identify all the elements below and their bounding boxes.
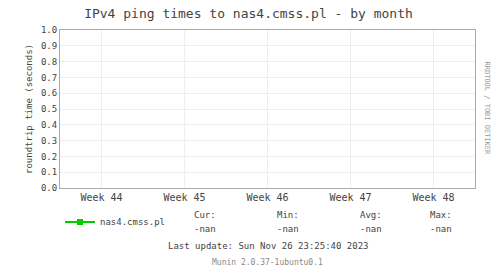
svg-text:Avg:: Avg: <box>360 210 382 220</box>
svg-text:-nan: -nan <box>360 224 382 234</box>
svg-text:nas4.cmss.pl: nas4.cmss.pl <box>100 217 165 227</box>
svg-text:0.8: 0.8 <box>41 57 57 67</box>
svg-text:0.7: 0.7 <box>41 73 57 83</box>
svg-text:0.3: 0.3 <box>41 136 57 146</box>
svg-text:0.0: 0.0 <box>41 183 57 193</box>
svg-text:0.6: 0.6 <box>41 88 57 98</box>
svg-text:roundtrip time (seconds): roundtrip time (seconds) <box>24 44 34 174</box>
svg-text:RRDTOOL / TOBI OETIKER: RRDTOOL / TOBI OETIKER <box>483 62 491 156</box>
svg-text:0.9: 0.9 <box>41 41 57 51</box>
svg-text:Max:: Max: <box>430 210 452 220</box>
svg-text:Last update: Sun Nov 26 23:25:: Last update: Sun Nov 26 23:25:40 2023 <box>168 241 368 251</box>
svg-text:Week 46: Week 46 <box>246 192 288 203</box>
svg-text:Cur:: Cur: <box>194 210 216 220</box>
svg-text:Week 47: Week 47 <box>329 192 371 203</box>
svg-text:0.5: 0.5 <box>41 104 57 114</box>
svg-text:Week 48: Week 48 <box>412 192 454 203</box>
svg-text:1.0: 1.0 <box>41 25 57 35</box>
svg-text:Min:: Min: <box>277 210 299 220</box>
svg-text:IPv4 ping times to nas4.cmss.p: IPv4 ping times to nas4.cmss.pl - by mon… <box>84 6 413 21</box>
svg-text:0.4: 0.4 <box>41 120 57 130</box>
svg-text:Munin 2.0.37-1ubuntu0.1: Munin 2.0.37-1ubuntu0.1 <box>212 258 323 267</box>
svg-text:Week 45: Week 45 <box>163 192 205 203</box>
svg-text:-nan: -nan <box>430 224 452 234</box>
svg-text:Week 44: Week 44 <box>80 192 122 203</box>
svg-text:-nan: -nan <box>194 224 216 234</box>
svg-text:0.1: 0.1 <box>41 167 57 177</box>
svg-text:-nan: -nan <box>277 224 299 234</box>
svg-text:0.2: 0.2 <box>41 152 57 162</box>
